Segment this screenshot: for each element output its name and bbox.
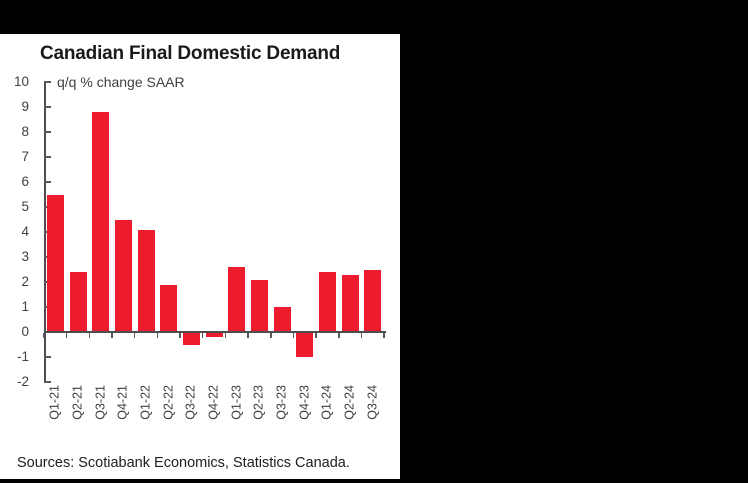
y-tick bbox=[44, 156, 51, 158]
chart-subtitle: q/q % change SAAR bbox=[57, 74, 185, 90]
y-axis-label: 1 bbox=[21, 299, 29, 314]
bar-Q2-22 bbox=[160, 284, 178, 332]
y-axis-label: 9 bbox=[21, 99, 29, 114]
x-tick bbox=[315, 333, 317, 338]
bar-Q2-23 bbox=[251, 279, 268, 332]
x-tick bbox=[383, 333, 385, 338]
x-axis-label: Q4-21 bbox=[115, 385, 130, 420]
x-axis-label: Q2-24 bbox=[342, 385, 357, 420]
x-tick bbox=[65, 333, 68, 338]
y-axis-label: -2 bbox=[16, 374, 29, 389]
x-axis-label: Q2-22 bbox=[161, 385, 176, 420]
chart-panel: Canadian Final Domestic Demand q/q % cha… bbox=[0, 34, 400, 479]
bar-Q3-21 bbox=[92, 112, 110, 332]
bar-Q2-21 bbox=[69, 272, 87, 332]
y-axis-label: -1 bbox=[16, 349, 29, 364]
y-axis-label: 3 bbox=[21, 249, 29, 264]
x-tick bbox=[338, 333, 340, 338]
x-axis-label: Q1-21 bbox=[47, 385, 62, 420]
x-axis-label: Q3-21 bbox=[93, 385, 108, 420]
y-tick bbox=[44, 381, 51, 383]
chart-title: Canadian Final Domestic Demand bbox=[40, 43, 341, 64]
x-tick bbox=[179, 333, 181, 338]
bar-Q1-22 bbox=[137, 229, 155, 332]
y-axis-label: 10 bbox=[13, 74, 29, 89]
x-axis-label: Q3-22 bbox=[183, 385, 198, 420]
x-axis-label: Q3-23 bbox=[274, 385, 289, 420]
bar-Q2-24 bbox=[341, 274, 359, 332]
x-axis-label: Q1-24 bbox=[319, 385, 334, 420]
y-axis-label: 2 bbox=[21, 274, 29, 289]
x-axis-label: Q1-23 bbox=[229, 385, 244, 420]
y-tick bbox=[44, 131, 51, 133]
y-axis-label: 0 bbox=[21, 324, 29, 339]
y-tick bbox=[44, 356, 51, 358]
y-tick bbox=[44, 181, 51, 183]
y-tick bbox=[44, 106, 51, 108]
y-axis-label: 4 bbox=[21, 224, 29, 239]
y-axis-label: 7 bbox=[21, 149, 29, 164]
x-tick bbox=[43, 333, 45, 338]
x-axis-label: Q3-24 bbox=[365, 385, 380, 420]
bar-Q4-21 bbox=[115, 219, 132, 332]
x-axis-label: Q2-23 bbox=[251, 385, 266, 420]
bar-Q3-23 bbox=[273, 307, 291, 332]
x-tick bbox=[360, 333, 363, 338]
x-tick bbox=[201, 333, 204, 338]
x-tick bbox=[270, 333, 272, 338]
x-tick bbox=[224, 333, 227, 338]
y-axis-label: 8 bbox=[21, 124, 29, 139]
bar-Q1-21 bbox=[47, 194, 64, 332]
x-axis-label: Q4-23 bbox=[297, 385, 312, 420]
zero-baseline bbox=[44, 331, 386, 333]
bar-Q3-24 bbox=[364, 269, 382, 332]
x-axis-label: Q4-22 bbox=[206, 385, 221, 420]
bar-Q1-23 bbox=[228, 267, 246, 332]
y-axis-label: 6 bbox=[21, 174, 29, 189]
x-tick bbox=[247, 333, 249, 338]
y-tick bbox=[44, 81, 51, 83]
bar-Q3-22 bbox=[183, 332, 200, 345]
x-tick bbox=[111, 333, 113, 338]
bar-Q4-23 bbox=[296, 332, 314, 357]
x-tick bbox=[88, 333, 91, 338]
x-axis-label: Q2-21 bbox=[70, 385, 85, 420]
x-tick bbox=[156, 333, 159, 338]
source-note: Sources: Scotiabank Economics, Statistic… bbox=[17, 455, 350, 471]
x-tick bbox=[133, 333, 136, 338]
x-tick bbox=[292, 333, 295, 338]
bar-Q4-22 bbox=[205, 332, 223, 337]
y-axis-label: 5 bbox=[21, 199, 29, 214]
x-axis-label: Q1-22 bbox=[138, 385, 153, 420]
bar-Q1-24 bbox=[319, 272, 336, 332]
